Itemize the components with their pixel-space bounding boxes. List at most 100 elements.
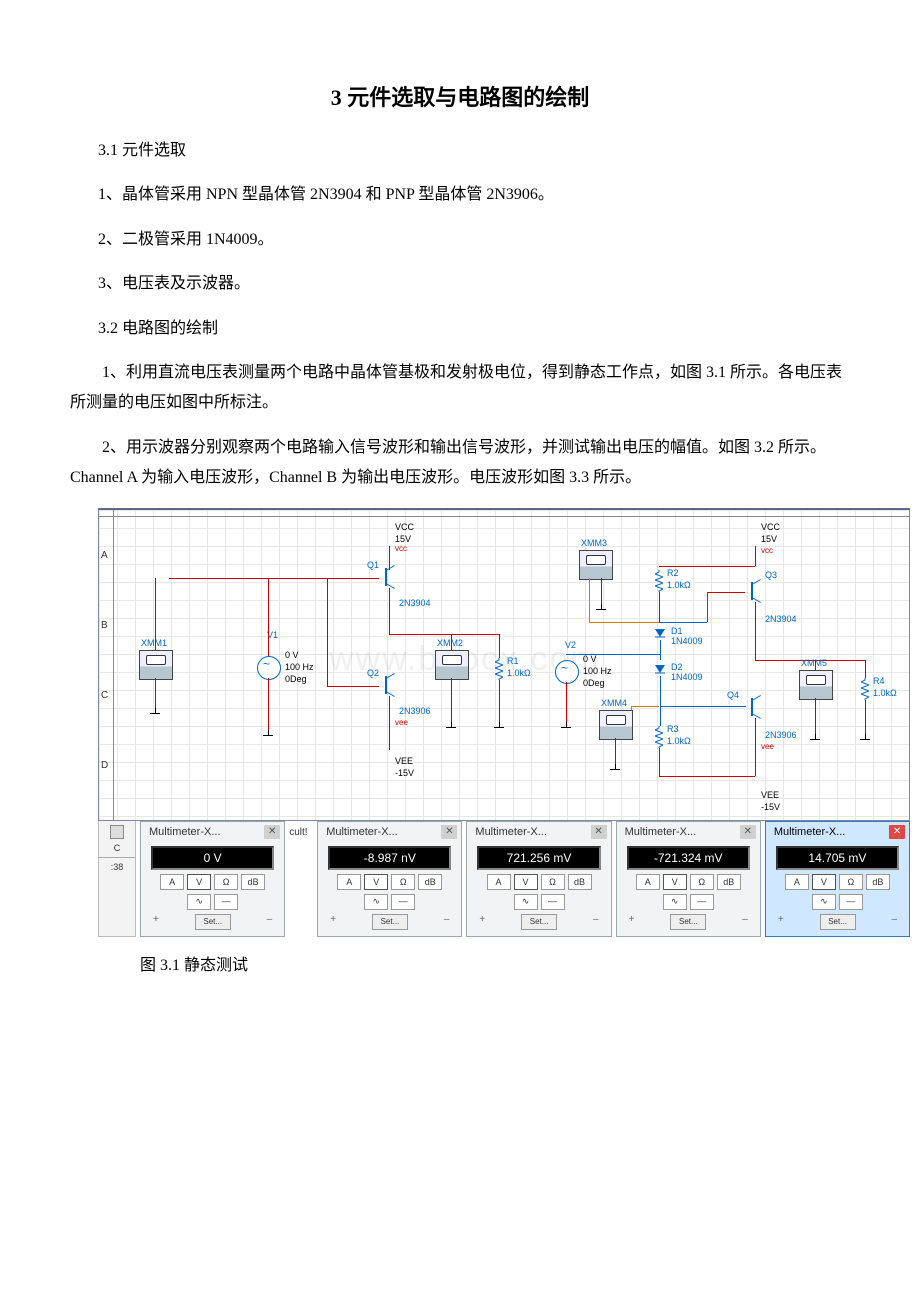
ground-icon <box>261 730 275 740</box>
paragraph: 1、利用直流电压表测量两个电路中晶体管基极和发射极电位，得到静态工作点，如图 3… <box>70 358 850 419</box>
page-title: 3 元件选取与电路图的绘制 <box>70 80 850 112</box>
wire <box>155 578 156 650</box>
mm-ac-button[interactable]: ∿ <box>514 894 538 910</box>
mm-mode-a-button[interactable]: A <box>337 874 361 890</box>
resistor-r4 <box>861 678 869 700</box>
mm-dc-button[interactable]: — <box>839 894 863 910</box>
multimeter-xmm5[interactable] <box>799 670 833 700</box>
mm-mode-ohm-button[interactable]: Ω <box>214 874 238 890</box>
mm-plus-terminal: + <box>330 914 336 930</box>
mm-set-button[interactable]: Set... <box>670 914 706 930</box>
multimeter-window[interactable]: Multimeter-X... ✕ 0 V A V Ω dB ∿ — <box>140 821 285 937</box>
multimeter-xmm2[interactable] <box>435 650 469 680</box>
multimeter-display: -721.324 mV <box>627 846 750 870</box>
v1-l3: 0Deg <box>285 674 307 684</box>
close-icon[interactable]: ✕ <box>264 825 280 839</box>
resistor-r1 <box>495 658 503 680</box>
wire <box>659 566 755 567</box>
wire <box>451 678 452 722</box>
d2-model: 1N4009 <box>671 672 703 682</box>
mm-dc-button[interactable]: — <box>214 894 238 910</box>
mm-set-button[interactable]: Set... <box>820 914 856 930</box>
mm-mode-v-button[interactable]: V <box>187 874 211 890</box>
mm-plus-terminal: + <box>629 914 635 930</box>
wire <box>659 592 660 622</box>
wire <box>615 738 616 764</box>
close-icon[interactable]: ✕ <box>740 825 756 839</box>
mm-mode-ohm-button[interactable]: Ω <box>391 874 415 890</box>
mm-mode-db-button[interactable]: dB <box>717 874 741 890</box>
mm-mode-v-button[interactable]: V <box>514 874 538 890</box>
mm-mode-ohm-button[interactable]: Ω <box>690 874 714 890</box>
tool-icon[interactable] <box>110 825 124 839</box>
vee-tag: vee <box>395 718 408 727</box>
multimeter-xmm1[interactable] <box>139 650 173 680</box>
mm-mode-a-button[interactable]: A <box>785 874 809 890</box>
list-item: 1、晶体管采用 NPN 型晶体管 2N3904 和 PNP 型晶体管 2N390… <box>98 180 850 210</box>
paragraph: 2、用示波器分别观察两个电路输入信号波形和输出信号波形，并测试输出电压的幅值。如… <box>70 433 850 494</box>
mm-mode-a-button[interactable]: A <box>636 874 660 890</box>
mm-mode-v-button[interactable]: V <box>663 874 687 890</box>
mm-set-button[interactable]: Set... <box>195 914 231 930</box>
ac-source-v1 <box>257 656 281 680</box>
mm-mode-db-button[interactable]: dB <box>418 874 442 890</box>
mm-dc-button[interactable]: — <box>690 894 714 910</box>
mm-mode-v-button[interactable]: V <box>364 874 388 890</box>
wire <box>755 546 756 566</box>
transistor-q3 <box>745 580 763 602</box>
multimeter-window[interactable]: Multimeter-X... ✕ -721.324 mV A V Ω dB ∿… <box>616 821 761 937</box>
mm-set-button[interactable]: Set... <box>521 914 557 930</box>
vee-value: -15V <box>395 768 414 778</box>
mm-mode-a-button[interactable]: A <box>160 874 184 890</box>
mm-mode-a-button[interactable]: A <box>487 874 511 890</box>
mm-ac-button[interactable]: ∿ <box>364 894 388 910</box>
ground-icon <box>492 722 506 732</box>
close-icon[interactable]: ✕ <box>591 825 607 839</box>
multimeter-window-active[interactable]: Multimeter-X... ✕ 14.705 mV A V Ω dB ∿ — <box>765 821 910 937</box>
diode-d2 <box>655 664 665 676</box>
mm-mode-db-button[interactable]: dB <box>241 874 265 890</box>
xmm3-label: XMM3 <box>581 538 607 548</box>
mm-mode-ohm-button[interactable]: Ω <box>541 874 565 890</box>
q4-model: 2N3906 <box>765 730 797 740</box>
mm-mode-ohm-button[interactable]: Ω <box>839 874 863 890</box>
window-title: Multimeter-X... <box>149 826 221 838</box>
cult-label: cult! <box>289 821 313 937</box>
mm-dc-button[interactable]: — <box>391 894 415 910</box>
multimeter-display: -8.987 nV <box>328 846 451 870</box>
wire <box>815 660 816 670</box>
close-icon[interactable]: ✕ <box>441 825 457 839</box>
ruler-left <box>113 510 115 820</box>
mm-mode-db-button[interactable]: dB <box>866 874 890 890</box>
transistor-q1 <box>379 566 397 588</box>
close-icon[interactable]: ✕ <box>889 825 905 839</box>
mm-plus-terminal: + <box>153 914 159 930</box>
q2-model: 2N3906 <box>399 706 431 716</box>
mm-ac-button[interactable]: ∿ <box>663 894 687 910</box>
mm-mode-v-button[interactable]: V <box>812 874 836 890</box>
xmm1-label: XMM1 <box>141 638 167 648</box>
wire <box>268 678 269 730</box>
v2-name: V2 <box>565 640 576 650</box>
row-label: B <box>101 620 108 631</box>
wire <box>499 634 500 658</box>
mm-ac-button[interactable]: ∿ <box>812 894 836 910</box>
mm-mode-db-button[interactable]: dB <box>568 874 592 890</box>
multimeter-xmm3[interactable] <box>579 550 613 580</box>
d1-name: D1 <box>671 626 683 636</box>
window-title: Multimeter-X... <box>774 826 846 838</box>
wire <box>660 700 661 726</box>
mm-dc-button[interactable]: — <box>541 894 565 910</box>
multimeter-xmm4[interactable] <box>599 710 633 740</box>
ac-source-v2 <box>555 660 579 684</box>
mm-ac-button[interactable]: ∿ <box>187 894 211 910</box>
wire <box>865 700 866 734</box>
ground-icon <box>444 722 458 732</box>
wire <box>865 660 866 678</box>
mm-set-button[interactable]: Set... <box>372 914 408 930</box>
multimeter-window[interactable]: Multimeter-X... ✕ -8.987 nV A V Ω dB ∿ — <box>317 821 462 937</box>
wire <box>589 578 590 622</box>
multimeter-window[interactable]: Multimeter-X... ✕ 721.256 mV A V Ω dB ∿ … <box>466 821 611 937</box>
xmm5-label: XMM5 <box>801 658 827 668</box>
xmm4-label: XMM4 <box>601 698 627 708</box>
